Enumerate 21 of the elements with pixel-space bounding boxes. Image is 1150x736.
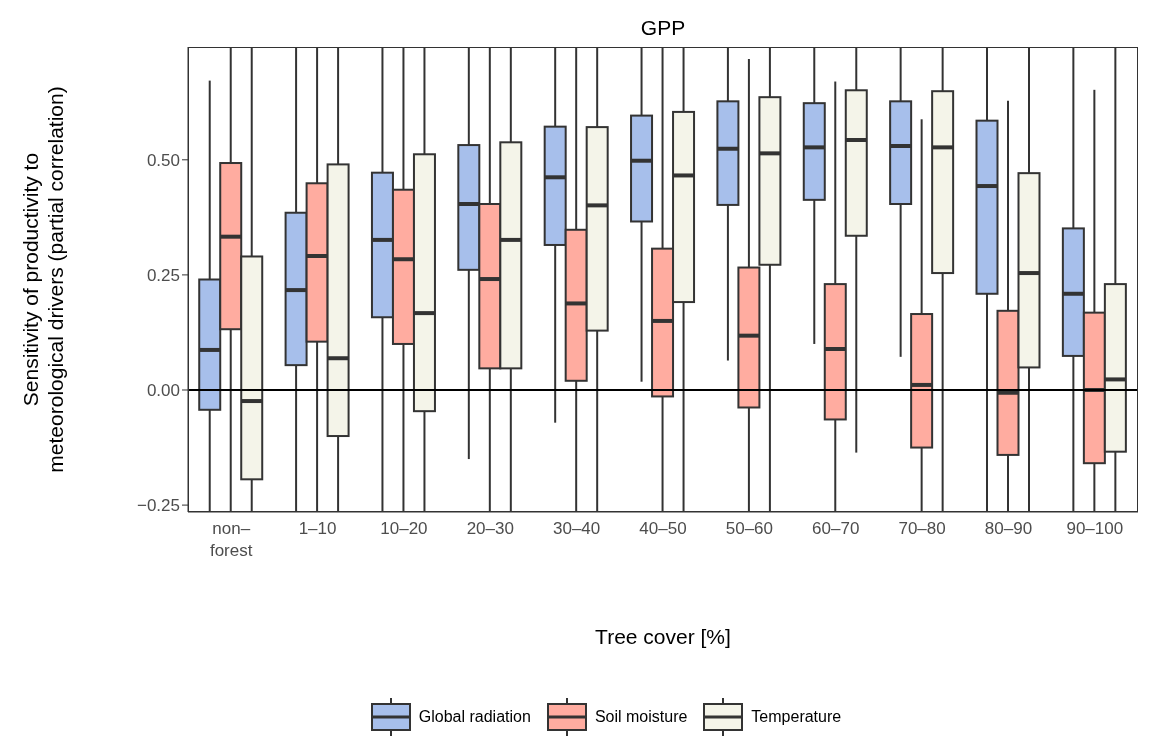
x-tick-label: non– forest [209,519,253,560]
legend-label: Temperature [751,708,842,726]
x-tick-label: 50–60 [725,519,773,538]
y-axis-title: Sensitivity of productivity to meteorological drivers (partial correlation) [19,86,67,473]
x-tick-label: 10–20 [380,519,428,538]
x-tick-label: 70–80 [898,519,946,538]
y-tick-label: −0.25 [136,496,180,516]
y-tick-label: 0.25 [146,265,180,285]
x-tick-label: 30–40 [553,519,601,538]
x-axis-title: Tree cover [%] [595,625,731,648]
x-tick-label: 1–10 [298,519,337,538]
legend-label: Global radiation [418,708,531,726]
y-tick-label: 0.50 [146,150,180,170]
x-tick-label: 20–30 [466,519,514,538]
x-tick-label: 60–70 [812,519,860,538]
x-tick-label: 80–90 [984,519,1033,538]
x-tick-label: 90–100 [1066,519,1124,538]
x-tick-label: 40–50 [639,519,687,538]
y-tick-label: 0.00 [146,381,180,401]
legend-label: Soil moisture [594,708,688,726]
chart-title: GPP [640,16,686,39]
